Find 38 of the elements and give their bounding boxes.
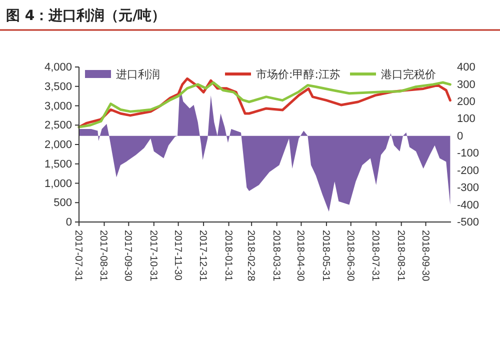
x-tick-label: 2018-07-31 — [370, 230, 381, 282]
x-tick-label: 2018-05-31 — [320, 230, 331, 282]
y2-tick-label: 0 — [457, 130, 464, 142]
x-tick-label: 2018-03-31 — [270, 230, 282, 282]
x-tick-label: 2018-09-30 — [419, 230, 430, 282]
y2-tick-label: -300 — [457, 182, 480, 194]
y-tick-label: 2,500 — [44, 120, 72, 132]
y2-tick-label: -100 — [457, 148, 480, 160]
y-tick-label: 3,500 — [44, 80, 72, 93]
x-tick-label: 2018-06-30 — [344, 230, 356, 282]
y2-tick-label: -200 — [457, 164, 480, 177]
x-tick-label: 2017-08-31 — [98, 230, 109, 282]
legend-label: 进口利润 — [116, 68, 160, 81]
x-tick-label: 2017-12-31 — [197, 230, 208, 282]
y2-tick-label: -400 — [457, 199, 480, 212]
y2-tick-label: 100 — [457, 113, 476, 126]
y2-tick-label: 300 — [457, 78, 476, 91]
y-tick-label: 1,500 — [44, 158, 72, 170]
y-tick-label: 1,000 — [44, 178, 72, 190]
x-tick-label: 2018-08-31 — [394, 230, 406, 282]
y2-tick-label: -500 — [457, 216, 480, 229]
x-tick-label: 2017-11-30 — [172, 230, 183, 281]
y2-tick-label: 200 — [457, 96, 476, 108]
x-tick-label: 2018-01-31 — [222, 230, 234, 282]
y-tick-label: 3,000 — [44, 100, 72, 112]
x-tick-label: 2017-09-30 — [122, 230, 134, 282]
x-tick-label: 2018-02-28 — [245, 230, 256, 282]
y-tick-label: 0 — [66, 216, 72, 229]
x-tick-label: 2017-10-31 — [147, 230, 158, 282]
x-tick-label: 2018-04-30 — [294, 230, 306, 282]
x-tick-label: 2017-07-31 — [72, 230, 84, 282]
y-tick-label: 4,000 — [44, 62, 72, 74]
legend-label: 港口完税价 — [381, 68, 436, 81]
y-tick-label: 500 — [54, 197, 72, 210]
y-tick-label: 2,000 — [44, 139, 72, 152]
y2-tick-label: 400 — [457, 62, 476, 74]
chart-title: 图 4：进口利润（元/吨） — [6, 7, 166, 24]
legend-label: 市场价:甲醇:江苏 — [256, 68, 340, 81]
